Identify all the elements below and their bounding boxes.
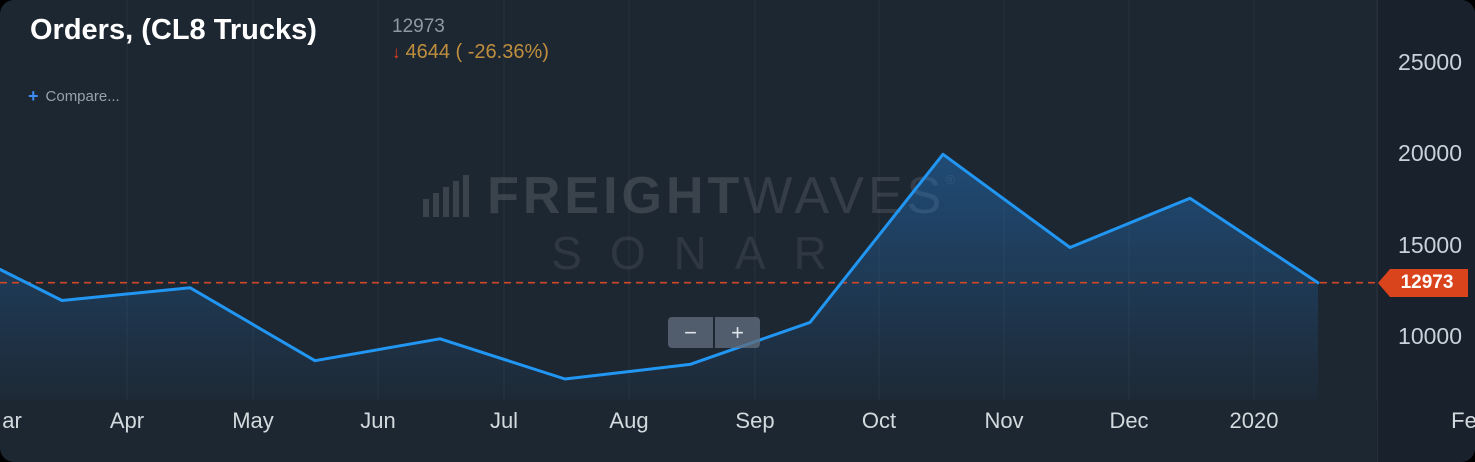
chart-canvas[interactable] [0, 0, 1378, 462]
current-value-badge: 12973 [1378, 269, 1468, 297]
area-fill [0, 154, 1318, 400]
zoom-in-button[interactable]: + [715, 317, 760, 348]
compare-button[interactable]: + Compare... [28, 86, 120, 107]
y-axis[interactable]: 25000 20000 15000 10000 12973 [1377, 0, 1475, 462]
compare-label: Compare... [45, 88, 120, 105]
zoom-controls: − + [668, 317, 760, 348]
current-value-badge-label: 12973 [1400, 272, 1454, 293]
y-axis-label: 15000 [1398, 232, 1462, 258]
y-axis-label: 20000 [1398, 140, 1462, 166]
y-axis-label: 10000 [1398, 323, 1462, 349]
series-line [0, 152, 1320, 381]
plus-icon: + [28, 86, 39, 106]
y-axis-label: 25000 [1398, 49, 1462, 75]
zoom-out-button[interactable]: − [668, 317, 713, 348]
